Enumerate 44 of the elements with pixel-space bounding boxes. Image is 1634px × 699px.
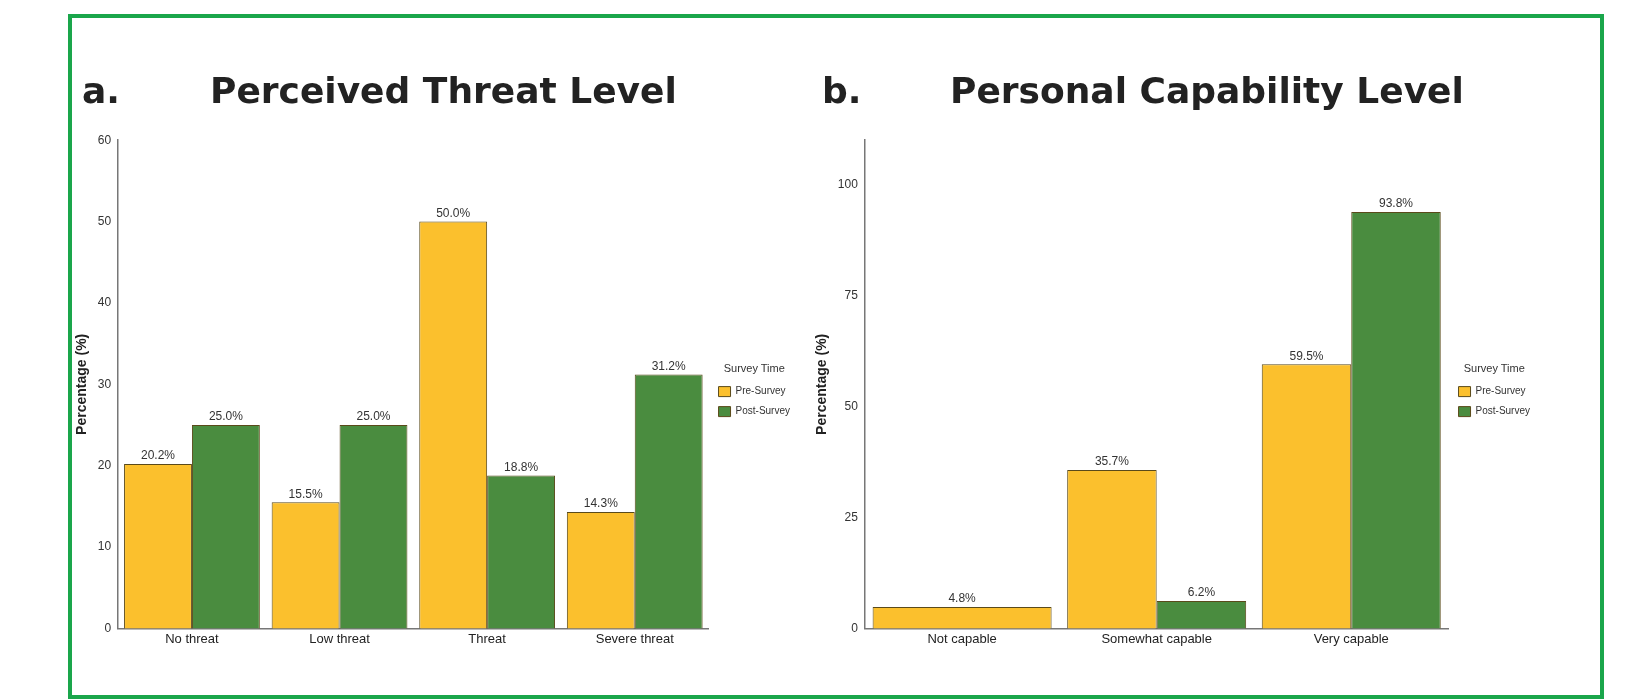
y-axis-title: Percentage (%): [813, 333, 830, 435]
data-label: 14.3%: [583, 496, 619, 511]
legend-label: Pre-Survey: [1475, 385, 1526, 397]
text: b.: [822, 70, 862, 111]
text: a.: [82, 70, 120, 111]
chart-title: Personal Capability Level: [950, 70, 1464, 111]
x-tick-label: Very capable: [1313, 630, 1389, 646]
data-label: 20.2%: [140, 448, 176, 463]
data-label: 6.2%: [1187, 585, 1216, 600]
data-label: 93.8%: [1378, 196, 1414, 211]
y-tick-label: 25: [844, 509, 859, 524]
x-tick-label: Threat: [468, 630, 507, 646]
data-label: 25.0%: [208, 409, 244, 424]
x-tick-label: Somewhat capable: [1101, 630, 1212, 646]
data-label: 25.0%: [356, 409, 391, 424]
data-label: 18.8%: [504, 459, 539, 474]
data-label: 31.2%: [651, 358, 687, 373]
y-tick-label: 60: [97, 132, 112, 147]
legend-label: Post-Survey: [735, 405, 791, 417]
y-tick-label: 100: [837, 176, 859, 191]
y-tick-label: 0: [104, 620, 112, 635]
y-axis-title: Percentage (%): [73, 333, 90, 435]
data-label: 4.8%: [948, 591, 977, 606]
data-label: 35.7%: [1094, 454, 1130, 469]
y-tick-label: 40: [97, 295, 112, 310]
x-tick-label: Low threat: [309, 630, 371, 646]
y-tick-label: 10: [97, 539, 112, 554]
data-label: 15.5%: [288, 486, 323, 501]
x-tick-label: Not capable: [927, 630, 997, 646]
data-label: 59.5%: [1289, 348, 1324, 363]
chart-title: Perceived Threat Level: [210, 70, 677, 111]
legend-title: Survey Time: [723, 361, 785, 374]
y-tick-label: 20: [97, 457, 112, 472]
legend-label: Post-Survey: [1475, 405, 1531, 417]
y-tick-label: 30: [97, 376, 112, 391]
legend-title: Survey Time: [1463, 361, 1525, 374]
data-label: 50.0%: [436, 205, 471, 220]
legend-label: Pre-Survey: [735, 385, 786, 397]
y-tick-label: 50: [97, 213, 112, 228]
x-tick-label: Severe threat: [595, 630, 675, 646]
y-tick-label: 75: [844, 287, 859, 302]
y-tick-label: 50: [844, 398, 859, 413]
y-tick-label: 0: [851, 620, 859, 635]
x-tick-label: No threat: [165, 630, 220, 646]
